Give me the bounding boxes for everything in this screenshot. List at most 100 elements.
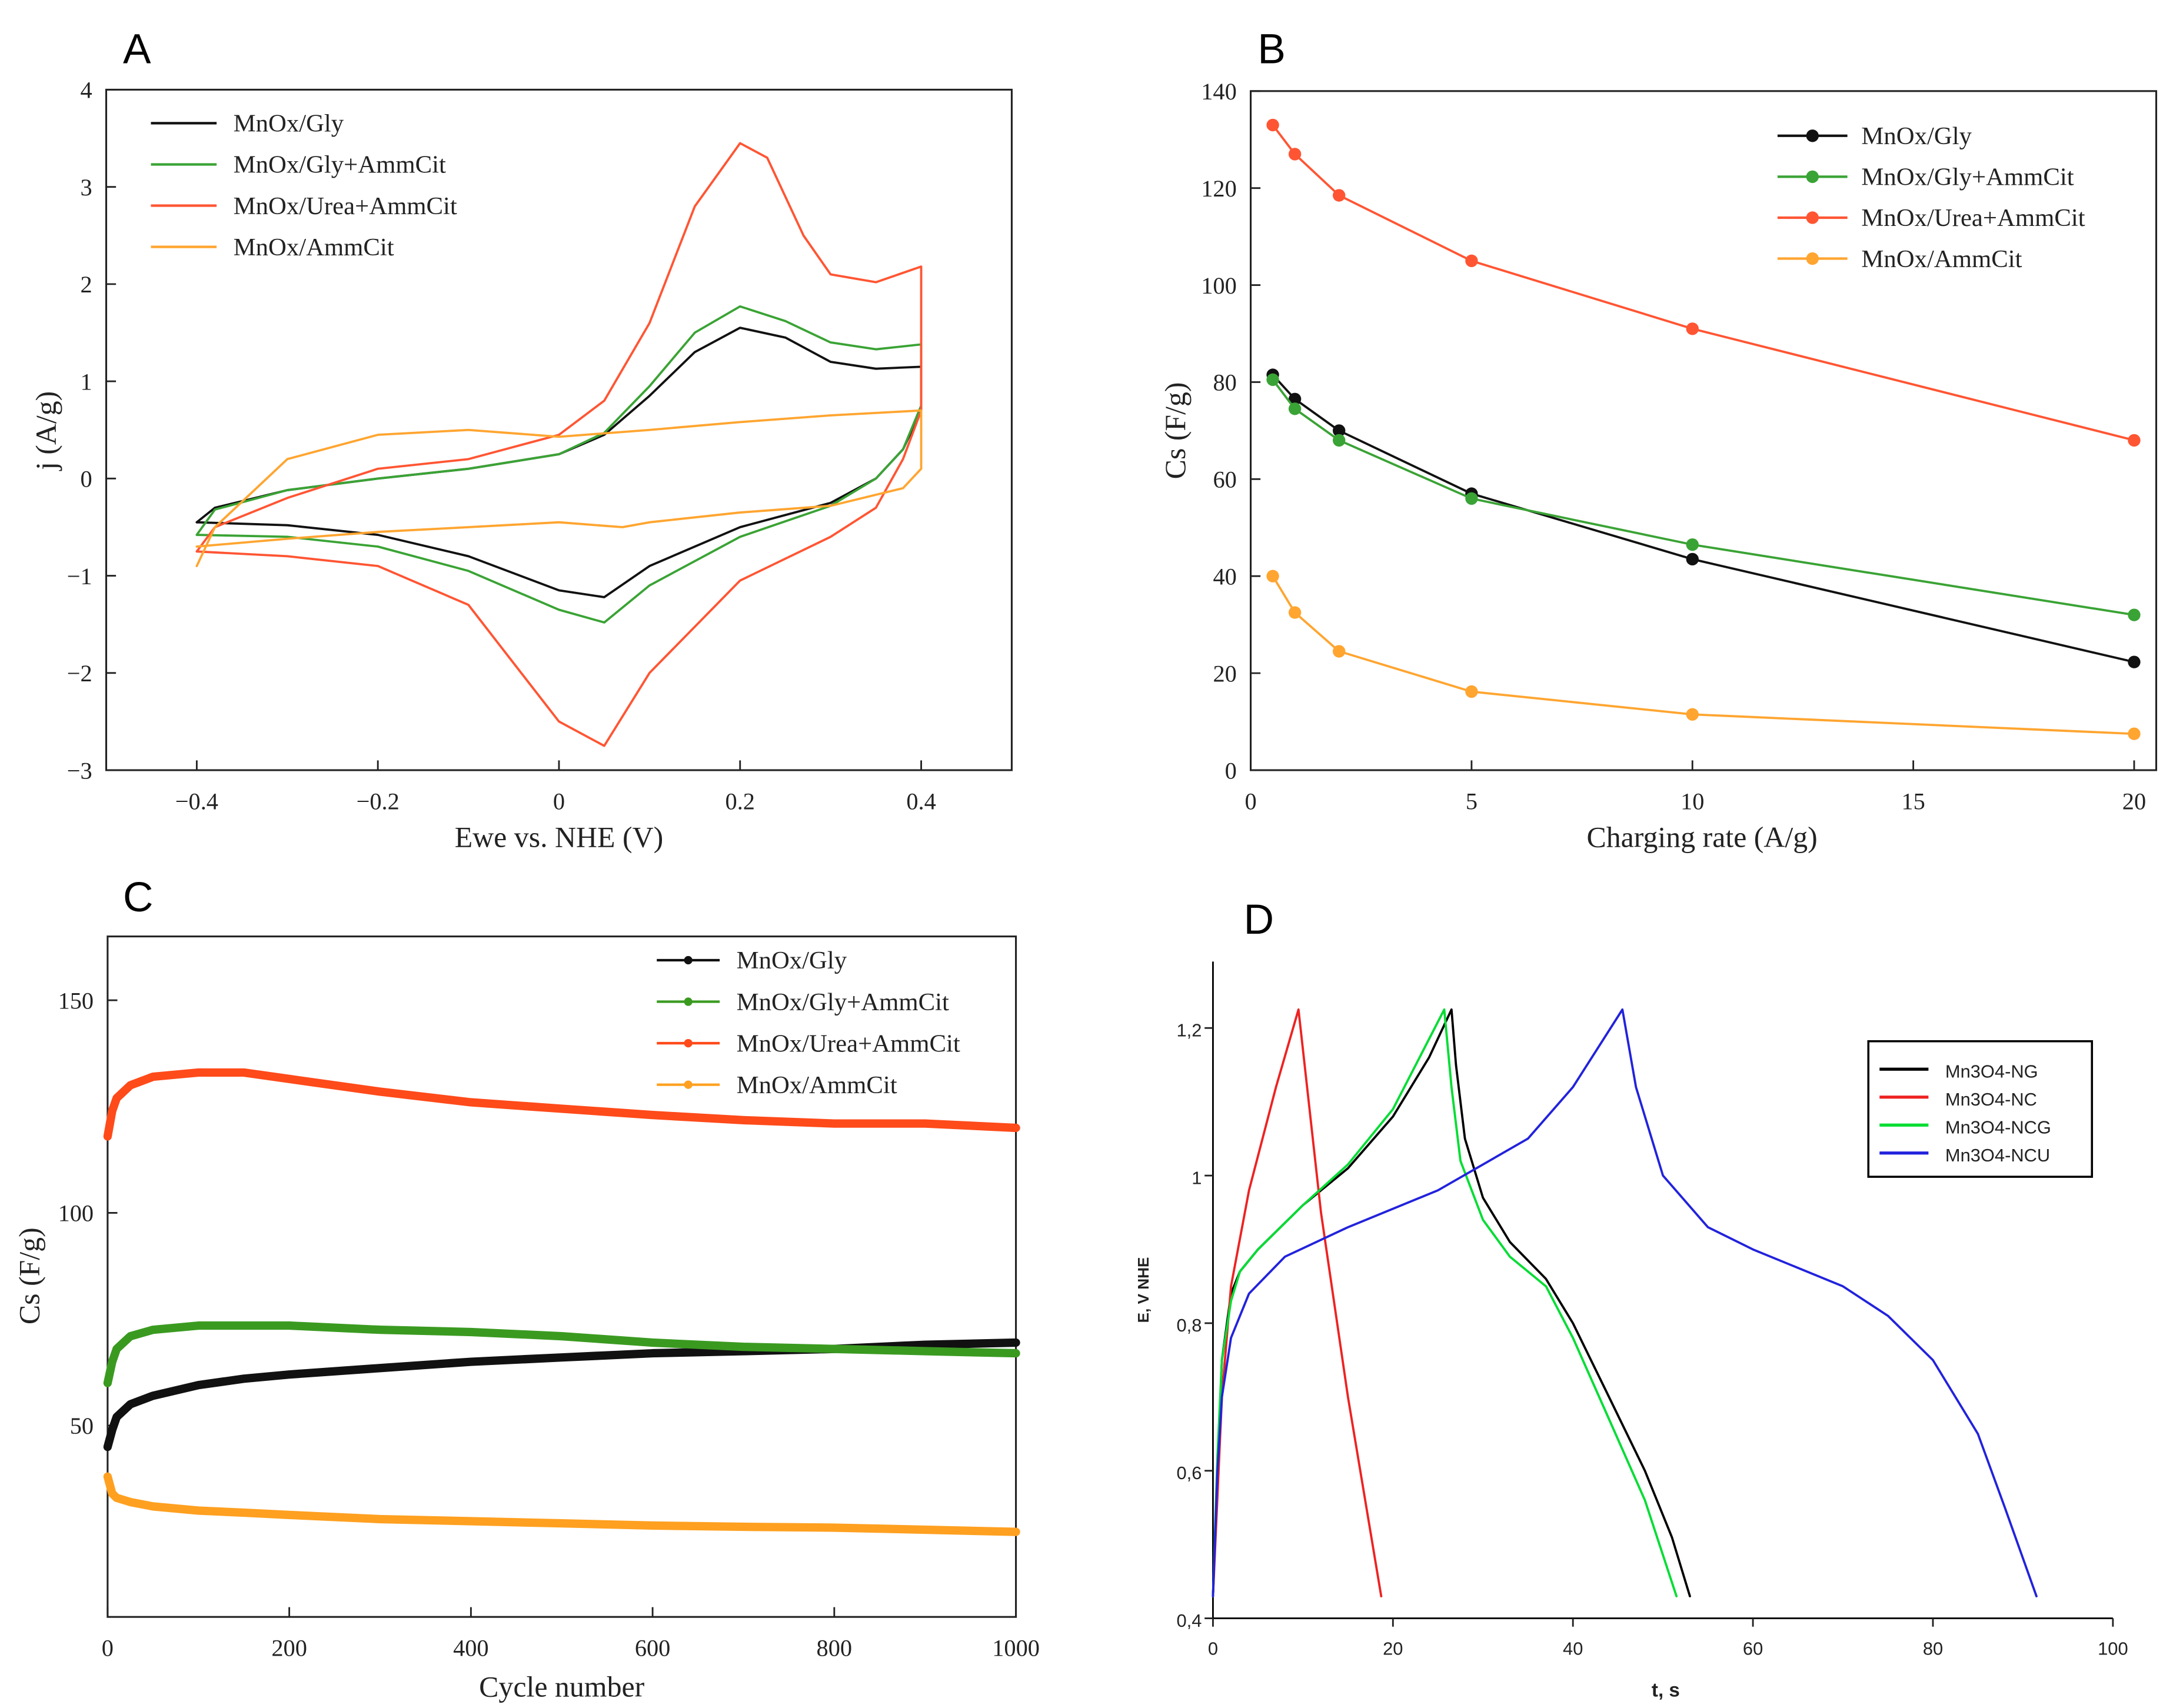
y-tick-label: 20 xyxy=(1213,660,1236,687)
data-point xyxy=(2128,655,2141,668)
legend-label: MnOx/Urea+AmmCit xyxy=(1861,204,2085,232)
panel-label: B xyxy=(1257,26,1286,72)
x-tick-label: 80 xyxy=(1923,1638,1943,1659)
data-point xyxy=(1288,606,1302,619)
data-point xyxy=(1288,148,1302,161)
data-point xyxy=(2128,608,2141,621)
legend-marker xyxy=(1806,170,1819,184)
y-tick-label: −3 xyxy=(67,757,92,784)
x-tick-label: 600 xyxy=(635,1635,671,1662)
y-tick-label: 50 xyxy=(70,1413,94,1439)
data-point xyxy=(1333,189,1346,202)
y-tick-label: 4 xyxy=(81,77,92,104)
series-line-3 xyxy=(1212,1008,2038,1597)
x-tick-label: −0.4 xyxy=(175,788,218,815)
panel-label: D xyxy=(1244,897,1274,943)
legend-label: MnOx/Gly xyxy=(737,947,847,974)
y-tick-label: 3 xyxy=(81,174,92,201)
x-tick-label: 15 xyxy=(1901,788,1925,815)
legend-label: MnOx/AmmCit xyxy=(737,1071,897,1099)
plot-frame xyxy=(1250,90,2158,771)
data-point xyxy=(1686,708,1699,721)
y-tick-label: 2 xyxy=(81,271,92,298)
x-tick-label: 800 xyxy=(817,1635,853,1662)
legend-marker xyxy=(684,997,693,1006)
data-point xyxy=(1333,645,1346,658)
x-tick-label: 200 xyxy=(271,1635,307,1662)
data-point xyxy=(1686,538,1699,551)
x-tick-label: 40 xyxy=(1563,1638,1583,1659)
panel-label: A xyxy=(123,26,151,72)
series-line-1 xyxy=(1272,378,2135,617)
legend-label: MnOx/Gly+AmmCit xyxy=(737,988,949,1016)
legend-label: Mn3O4-NG xyxy=(1945,1061,2038,1081)
chart-panel-c: C 0 200 400 600 800 1000 50 100 150 Cycle number Cs… xyxy=(13,874,1039,1703)
data-point xyxy=(1288,392,1302,405)
x-tick-label: 5 xyxy=(1466,788,1477,815)
x-tick-label: 0 xyxy=(553,788,565,815)
chart-panel-b: B 0 5 10 15 20 0 20 40 60 80 100 120 140 Charging rate… xyxy=(1159,26,2158,854)
x-axis-label: Cycle number xyxy=(479,1671,644,1703)
panel-label: C xyxy=(123,874,153,921)
legend-label: MnOx/Urea+AmmCit xyxy=(737,1030,960,1057)
chart-panel-a: A −0.4 −0.2 0 0.2 0.4 −3 −2 −1 0 1 2 3 4 Ewe vs. NHE (… xyxy=(30,26,1013,854)
y-tick-label: −2 xyxy=(67,660,92,687)
legend-marker xyxy=(684,1080,693,1089)
x-tick-label: 20 xyxy=(1383,1638,1403,1659)
x-axis-label: Ewe vs. NHE (V) xyxy=(455,821,663,854)
data-point xyxy=(1333,424,1346,437)
y-tick-label: 100 xyxy=(1201,272,1237,299)
series-line-3 xyxy=(1272,575,2135,735)
data-point xyxy=(2128,434,2141,447)
data-point xyxy=(1465,492,1478,505)
y-axis-label: j (A/g) xyxy=(30,391,62,471)
y-tick-label: 1 xyxy=(81,368,92,395)
y-tick-label: 0,6 xyxy=(1177,1463,1202,1483)
x-tick-label: −0.2 xyxy=(357,788,400,815)
legend-marker xyxy=(1806,211,1819,224)
x-tick-label: 400 xyxy=(453,1635,489,1662)
x-tick-label: 0.4 xyxy=(906,788,936,815)
y-tick-label: 120 xyxy=(1201,175,1237,202)
data-point xyxy=(1266,570,1279,582)
y-axis-label: Cs (F/g) xyxy=(13,1227,45,1324)
series-line-3 xyxy=(103,1472,1020,1536)
y-tick-label: 60 xyxy=(1213,467,1236,493)
x-tick-label: 0 xyxy=(1244,788,1256,815)
legend-marker xyxy=(684,955,693,965)
x-axis-label: Charging rate (A/g) xyxy=(1586,821,1817,854)
series-line-1 xyxy=(1212,1008,1383,1597)
y-tick-label: 0,8 xyxy=(1177,1315,1202,1336)
y-tick-label: −1 xyxy=(67,563,92,590)
data-point xyxy=(1266,373,1279,387)
y-tick-label: 0 xyxy=(1225,757,1237,784)
legend-marker xyxy=(1806,129,1819,142)
legend-label: Mn3O4-NCU xyxy=(1945,1145,2050,1166)
y-tick-label: 40 xyxy=(1213,563,1236,590)
y-tick-label: 150 xyxy=(58,987,94,1014)
series-line-2 xyxy=(1212,1008,1678,1597)
y-axis-label: Cs (F/g) xyxy=(1159,382,1192,479)
legend-label: Mn3O4-NC xyxy=(1945,1089,2037,1110)
y-tick-label: 100 xyxy=(58,1200,94,1227)
data-point xyxy=(1686,552,1699,566)
legend-label: MnOx/Gly xyxy=(234,110,344,138)
legend-label: MnOx/Gly+AmmCit xyxy=(1861,164,2074,191)
x-tick-label: 100 xyxy=(2098,1638,2128,1659)
chart-panel-d: D 0 20 40 60 80 100 0,4 0,6 0,8 1 1,2 t, s E, V NHE Mn… xyxy=(1134,897,2128,1702)
plot-frame xyxy=(107,935,1017,1618)
data-point xyxy=(1333,434,1346,447)
series-line-0 xyxy=(1212,1008,1691,1597)
x-tick-label: 10 xyxy=(1681,788,1704,815)
y-tick-label: 0,4 xyxy=(1177,1610,1202,1631)
data-point xyxy=(2128,727,2141,740)
x-tick-label: 0 xyxy=(102,1635,114,1662)
series-line-2 xyxy=(195,142,923,747)
series-line-0 xyxy=(103,1338,1020,1451)
y-tick-label: 80 xyxy=(1213,369,1236,396)
series-line-1 xyxy=(195,305,923,624)
x-tick-label: 20 xyxy=(2122,788,2146,815)
series-line-0 xyxy=(195,327,923,598)
series-line-0 xyxy=(1272,374,2135,664)
